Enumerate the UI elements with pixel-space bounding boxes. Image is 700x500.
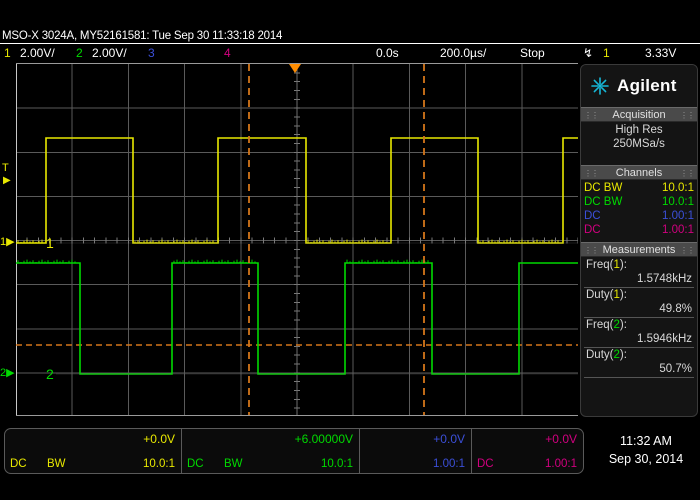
channel-probe-ratio: 10.0:1	[662, 196, 694, 208]
trigger-level-marker[interactable]: T	[2, 162, 9, 174]
channel-coupling: DC BW	[584, 196, 623, 208]
bottom-channel-box-1[interactable]: +0.0V DC BW 10.0:1	[4, 428, 182, 474]
channel-probe-ratio: 1.00:1	[662, 224, 694, 236]
bottom-channel-box-3[interactable]: +0.0V 1.00:1	[360, 428, 472, 474]
channel-offset-value: +0.0V	[433, 432, 465, 446]
measurement-label: Freq(2):	[586, 319, 627, 331]
channel-row-4: DC 1.00:1	[584, 223, 694, 237]
ch2-scale[interactable]: 2.00V/	[92, 46, 127, 60]
ch2-ground-arrow-icon: ▶	[6, 367, 15, 379]
trigger-level-arrow-icon[interactable]: ▶	[3, 175, 11, 186]
channel-row-3: DC 1.00:1	[584, 209, 694, 223]
ch4-number[interactable]: 4	[224, 46, 231, 60]
trigger-icon: ↯	[583, 46, 594, 60]
channels-body: DC BW 10.0:1 DC BW 10.0:1 DC 1.00:1 DC 1.00:1	[581, 180, 697, 239]
channel-probe-ratio-label: 1.00:1	[433, 458, 465, 470]
channel-probe-ratio-label: 10.0:1	[321, 458, 353, 470]
channel-probe-ratio: 1.00:1	[662, 210, 694, 222]
measurement-item-2[interactable]: Duty(1): 49.8%	[584, 288, 694, 318]
clock-date: Sep 30, 2014	[608, 452, 684, 466]
ch1-ground-arrow-icon: ▶	[6, 236, 15, 248]
measurement-item-4[interactable]: Duty(2): 50.7%	[584, 348, 694, 378]
channel-probe-ratio: 10.0:1	[662, 182, 694, 194]
channel-row-1: DC BW 10.0:1	[584, 181, 694, 195]
bottom-channel-bar: +0.0V DC BW 10.0:1 +6.00000V DC BW 10.0:1 +0.0V 1…	[4, 428, 584, 474]
trigger-source[interactable]: 1	[603, 46, 610, 60]
channels-header[interactable]: Channels	[581, 165, 697, 181]
channel-probe-ratio-label: 10.0:1	[143, 458, 175, 470]
ch2-number[interactable]: 2	[76, 46, 83, 60]
channel-bandwidth-label: BW	[224, 458, 243, 470]
title-bar: MSO-X 3024A, MY52161581: Tue Sep 30 11:3…	[0, 28, 700, 44]
channel-offset-value: +6.00000V	[294, 432, 353, 446]
channel-coupling: DC BW	[584, 182, 623, 194]
ch1-ground-marker[interactable]: 1▶	[0, 237, 15, 248]
channel-row-2: DC BW 10.0:1	[584, 195, 694, 209]
ch1-number[interactable]: 1	[4, 46, 11, 60]
acquisition-rate: 250MSa/s	[613, 138, 665, 150]
ch2-inline-label: 2	[46, 366, 54, 382]
measurement-item-3[interactable]: Freq(2): 1.5946kHz	[584, 318, 694, 348]
channel-offset-value: +0.0V	[143, 432, 175, 446]
channel-bandwidth-label: BW	[47, 458, 66, 470]
channel-probe-ratio-label: 1.00:1	[545, 458, 577, 470]
ch2-ground-label: 2	[0, 367, 7, 379]
settings-bar: 1 2.00V/ 2 2.00V/ 3 4 0.0s 200.0µs/ Stop…	[0, 45, 700, 62]
timebase-value[interactable]: 200.0µs/	[440, 46, 487, 60]
brand-area: Agilent	[581, 65, 697, 107]
measurement-value: 50.7%	[659, 363, 692, 375]
run-state[interactable]: Stop	[520, 46, 545, 60]
ch2-ground-marker[interactable]: 2▶	[0, 368, 15, 379]
measurement-value: 1.5946kHz	[637, 333, 692, 345]
right-sidebar: Agilent Acquisition High Res 250MSa/s Ch…	[580, 64, 698, 417]
trigger-level[interactable]: 3.33V	[645, 46, 677, 60]
measurement-label: Duty(1):	[586, 289, 627, 301]
measurements-header[interactable]: Measurements	[581, 242, 697, 258]
ch1-ground-label: 1	[0, 236, 7, 248]
measurement-item-1[interactable]: Freq(1): 1.5748kHz	[584, 258, 694, 288]
measurement-value: 1.5748kHz	[637, 273, 692, 285]
channel-coupling-label: DC	[477, 458, 494, 470]
left-marker-strip: T ▶ 1▶ 2▶	[0, 63, 16, 416]
acquisition-header[interactable]: Acquisition	[581, 107, 697, 123]
channel-coupling-label: DC	[10, 458, 27, 470]
acquisition-body: High Res 250MSa/s	[581, 122, 697, 153]
bottom-channel-box-4[interactable]: +0.0V DC 1.00:1	[472, 428, 584, 474]
delay-value[interactable]: 0.0s	[376, 46, 399, 60]
measurement-label: Duty(2):	[586, 349, 627, 361]
brand-name: Agilent	[617, 76, 677, 95]
measurement-value: 49.8%	[659, 303, 692, 315]
acquisition-mode: High Res	[615, 124, 663, 136]
channel-coupling-label: DC	[187, 458, 204, 470]
ch1-scale[interactable]: 2.00V/	[20, 46, 55, 60]
channel-offset-value: +0.0V	[545, 432, 577, 446]
clock-time: 11:32 AM	[620, 434, 672, 448]
clock-area: 11:32 AM Sep 30, 2014	[596, 432, 696, 468]
measurements-body: Freq(1): 1.5748kHz Duty(1): 49.8% Freq(2): 1.…	[581, 257, 697, 380]
measurement-label: Freq(1):	[586, 259, 627, 271]
ch3-number[interactable]: 3	[148, 46, 155, 60]
ch1-inline-label: 1	[46, 235, 54, 251]
waveform-canvas[interactable]: 12	[16, 64, 578, 416]
agilent-logo-icon	[591, 77, 609, 95]
bottom-channel-box-2[interactable]: +6.00000V DC BW 10.0:1	[182, 428, 360, 474]
instrument-title: MSO-X 3024A, MY52161581: Tue Sep 30 11:3…	[2, 30, 283, 42]
channel-coupling: DC	[584, 210, 601, 222]
channel-coupling: DC	[584, 224, 601, 236]
